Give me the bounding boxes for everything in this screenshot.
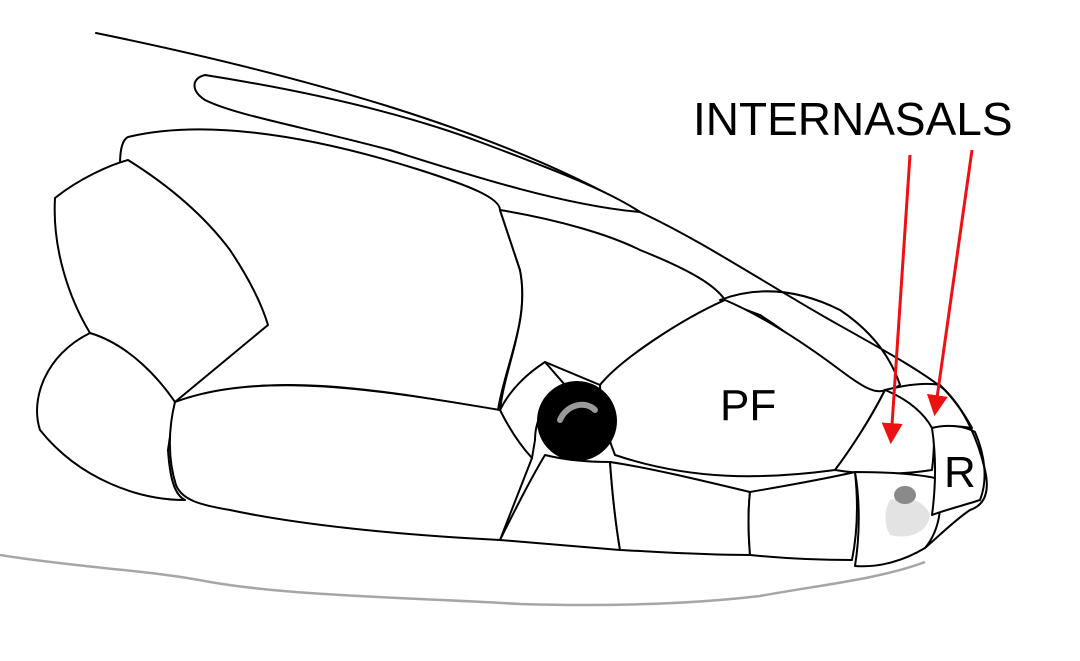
lower-posterior-scale [36, 332, 186, 501]
temporal-scale [168, 384, 533, 541]
eye [537, 381, 617, 461]
nostril-patch [885, 498, 930, 537]
supralabial-scale-2 [747, 471, 858, 561]
internasal-arrow-right [926, 149, 974, 417]
rostral-scale [931, 424, 986, 516]
internasals-label: INTERNASALS [693, 93, 1013, 145]
prefrontal-label: PF [720, 381, 776, 430]
nostril [894, 486, 916, 504]
snout-outline [639, 211, 988, 549]
rostral-label: R [944, 448, 976, 497]
lower-jaw-line [0, 553, 926, 607]
top-body-line [95, 32, 641, 213]
dorsal-scale [193, 74, 641, 213]
internasal-arrow-left [881, 154, 912, 445]
eye-highlight [557, 401, 598, 423]
